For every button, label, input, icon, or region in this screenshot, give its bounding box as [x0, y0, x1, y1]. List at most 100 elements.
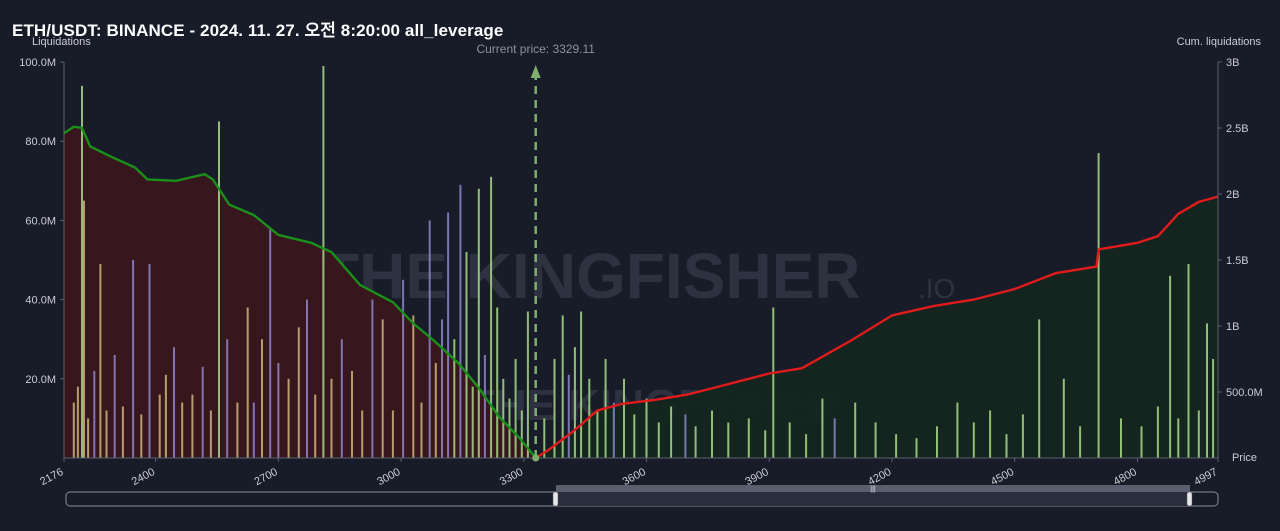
liquidation-bar: [381, 319, 384, 458]
navigator-left-handle[interactable]: [552, 491, 559, 507]
y-right-tick-label: 2B: [1226, 189, 1239, 201]
liquidation-bar: [181, 402, 184, 458]
cum-long-line: [535, 195, 1219, 460]
liquidation-bar: [371, 299, 374, 458]
y-right-tick-label: 1B: [1226, 321, 1239, 333]
navigator-selection[interactable]: [556, 485, 1190, 492]
y-axis-right-label: Cum. liquidations: [1177, 36, 1262, 48]
liquidation-bar: [434, 363, 437, 458]
liquidation-bar: [277, 363, 280, 458]
liquidation-bar: [1197, 410, 1200, 458]
current-price-label: Current price: 3329.11: [476, 42, 595, 56]
liquidation-bar: [340, 339, 343, 458]
liquidation-bar: [246, 307, 249, 458]
navigator-right-handle[interactable]: [1186, 491, 1193, 507]
liquidation-bar: [657, 422, 660, 458]
liquidation-bar: [1021, 414, 1024, 458]
cumulative-lines: [63, 125, 1219, 460]
y-left-tick-label: 20.0M: [25, 374, 56, 386]
liquidation-bar: [694, 426, 697, 458]
current-price-dot: [532, 454, 540, 462]
liquidation-bar: [140, 414, 143, 458]
x-tick-label: 4200: [866, 466, 893, 488]
liquidation-bars: [72, 66, 1215, 459]
liquidation-bar: [1140, 426, 1143, 458]
liquidation-bar: [261, 339, 263, 458]
liquidation-bar: [201, 366, 204, 458]
chart-title: ETH/USDT: BINANCE - 2024. 11. 27. 오전 8:2…: [12, 21, 504, 40]
x-tick-label: 4800: [1112, 466, 1139, 488]
liquidation-bar: [596, 410, 599, 458]
liquidation-bar: [391, 410, 394, 458]
liquidation-bar: [218, 121, 220, 459]
liquidation-bar: [428, 220, 431, 458]
x-tick-label: 3600: [621, 466, 648, 488]
liquidation-bar: [306, 299, 308, 458]
liquidation-bar: [477, 188, 480, 458]
navigator-selection-body[interactable]: [556, 492, 1190, 506]
liquidation-bar: [520, 410, 523, 458]
liquidation-bar: [788, 422, 791, 458]
liquidation-bar: [132, 260, 135, 458]
liquidation-bar: [874, 422, 877, 458]
liquidation-bar: [121, 406, 124, 458]
liquidation-bar: [1187, 264, 1190, 458]
liquidation-bar: [297, 327, 300, 458]
current-price-arrow-icon: [530, 65, 541, 78]
liquidation-bar: [173, 347, 175, 458]
liquidation-bar: [1156, 406, 1159, 458]
x-axis-label: Price: [1232, 452, 1257, 464]
liquidation-bar: [764, 430, 767, 458]
liquidation-bar: [490, 176, 493, 459]
liquidation-bar: [553, 359, 556, 458]
liquidation-bar: [502, 378, 505, 458]
watermark-brand-large: THE KINGFISHER: [320, 240, 860, 312]
liquidation-bar: [623, 378, 625, 458]
liquidation-bar: [895, 434, 898, 458]
liquidation-bar: [1206, 323, 1208, 458]
liquidation-bar: [747, 418, 750, 458]
liquidation-bar: [805, 434, 808, 458]
range-navigator[interactable]: |||: [65, 485, 1219, 507]
liquidation-bar: [209, 410, 212, 458]
y-right-tick-label: 3B: [1226, 57, 1239, 69]
liquidation-bar: [83, 200, 85, 458]
cum-short-area: [64, 126, 536, 458]
liquidation-bar: [314, 394, 317, 458]
liquidation-bar: [113, 355, 116, 458]
liquidation-bar: [972, 422, 975, 458]
liquidation-bar: [330, 378, 333, 458]
y-right-tick-label: 2.5B: [1226, 123, 1249, 135]
liquidation-bar: [1097, 153, 1100, 458]
liquidation-bar: [684, 414, 687, 458]
liquidation-bar: [465, 252, 468, 458]
liquidation-bar: [459, 184, 462, 459]
y-right-tick-label: 1.5B: [1226, 255, 1249, 267]
liquidation-bar: [453, 339, 456, 458]
liquidation-bar: [561, 315, 564, 458]
navigator-grip-icon[interactable]: |||: [870, 486, 876, 493]
liquidation-bar: [1062, 378, 1065, 458]
liquidation-bar: [670, 406, 673, 458]
liquidation-bar: [269, 228, 272, 458]
liquidation-bar: [420, 402, 423, 458]
watermark-suffix-large: .IO: [918, 273, 955, 304]
liquidation-bar: [821, 398, 824, 458]
x-tick-label: 3000: [375, 466, 402, 488]
liquidation-bar: [1177, 418, 1180, 458]
liquidation-bar: [1079, 426, 1082, 458]
liquidation-bar: [711, 410, 713, 458]
liquidation-bar: [633, 414, 636, 458]
liquidation-bar: [496, 307, 499, 458]
liquidation-bar: [72, 402, 75, 458]
liquidation-bar: [158, 394, 161, 458]
liquidation-bar: [76, 386, 79, 458]
liquidation-bar: [833, 418, 836, 458]
liquidation-bar: [772, 307, 775, 458]
x-tick-label: 4997: [1192, 466, 1219, 488]
x-tick-label: 2700: [253, 466, 280, 488]
liquidation-bar: [1212, 359, 1215, 458]
liquidation-bar: [612, 402, 615, 458]
